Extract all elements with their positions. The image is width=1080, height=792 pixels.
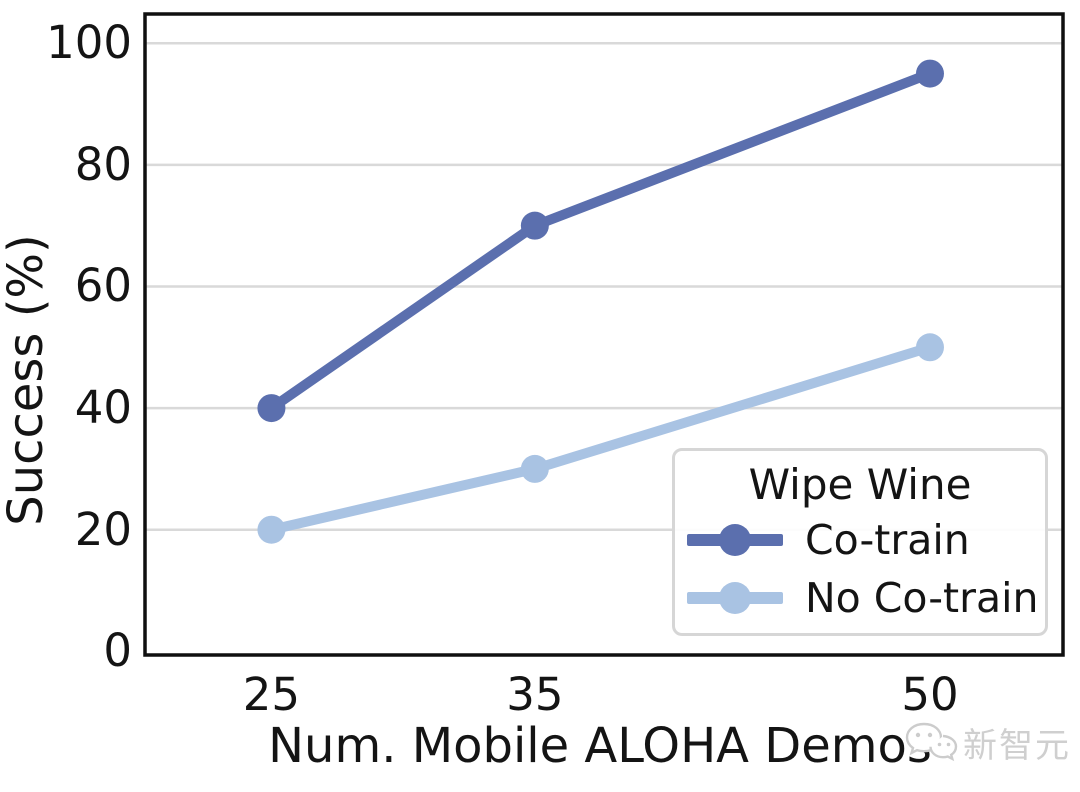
legend-label-cotrain: Co-train (805, 516, 970, 564)
data-point (257, 515, 286, 544)
no-cotrain-line-marker-swatch (687, 581, 783, 615)
wechat-logo-icon (905, 722, 958, 761)
data-point (520, 211, 549, 240)
y-tick-label: 100 (46, 16, 132, 70)
cotrain-marker-sample (719, 524, 751, 556)
data-point (257, 394, 286, 423)
watermark-text: 新智元 (963, 726, 1071, 766)
axes-frame (143, 12, 1065, 657)
y-axis-title: Success (%) (0, 234, 54, 526)
x-tick-label: 50 (901, 668, 959, 721)
x-tick-label: 25 (242, 668, 301, 721)
watermark: 新智元 (903, 718, 1071, 767)
data-point (520, 454, 549, 483)
legend-title: Wipe Wine (748, 460, 972, 509)
data-point (915, 333, 944, 362)
y-tick-label: 0 (103, 624, 132, 678)
y-tick-label: 60 (74, 259, 132, 313)
y-tick-label: 80 (74, 137, 132, 191)
x-axis-title: Num. Mobile ALOHA Demos (268, 718, 932, 774)
cotrain-line-marker-swatch (687, 523, 783, 557)
y-tick-label: 40 (74, 381, 132, 435)
series-line-0 (268, 68, 932, 413)
legend-item-cotrain: Co-train (675, 511, 1045, 569)
legend-label-no-cotrain: No Co-train (805, 574, 1039, 622)
legend: Wipe Wine Co-train No Co-train (672, 448, 1048, 636)
y-tick-label: 20 (74, 502, 132, 556)
no-cotrain-marker-sample (719, 582, 751, 614)
data-point (915, 59, 944, 88)
x-tick-label: 35 (506, 668, 564, 721)
legend-item-no-cotrain: No Co-train (675, 569, 1045, 627)
